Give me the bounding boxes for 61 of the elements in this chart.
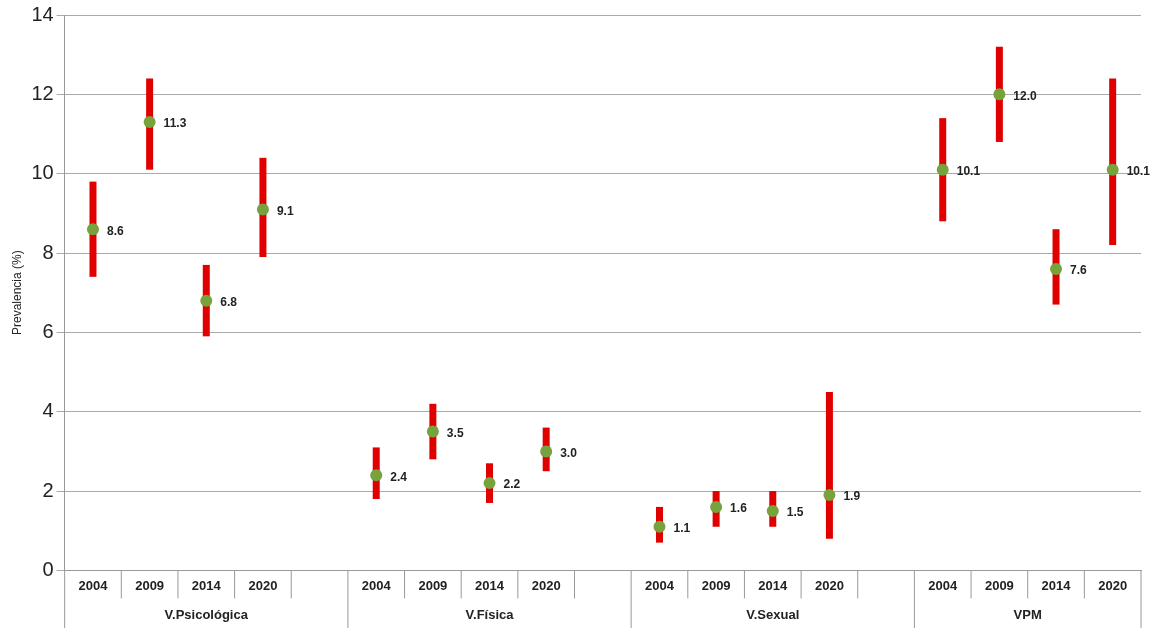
- x-tick-label: 2004: [78, 577, 109, 593]
- text: V.Física: [465, 606, 515, 622]
- point: [256, 203, 269, 216]
- point: [143, 116, 156, 129]
- point: [766, 504, 779, 517]
- data-label: 1.6: [730, 501, 748, 516]
- data-label: 6.8: [220, 294, 238, 309]
- point: [993, 88, 1006, 101]
- y-tick-label: 2: [42, 478, 54, 501]
- data-label: 9.1: [276, 203, 294, 218]
- data-label: 8.6: [106, 223, 124, 238]
- x-tick-label: 2014: [1041, 577, 1072, 593]
- point: [426, 425, 439, 438]
- point: [200, 294, 213, 307]
- point: [936, 163, 949, 176]
- text: VPM: [1013, 606, 1042, 622]
- data-label: 10.1: [1126, 164, 1151, 179]
- data-label: 3.0: [560, 445, 578, 460]
- x-tick-label: 2004: [361, 577, 392, 593]
- data-label: 11.3: [163, 116, 187, 131]
- text: V.Sexual: [746, 606, 800, 622]
- point: [540, 445, 553, 458]
- data-label: 10.1: [956, 164, 981, 179]
- data-label: 2.2: [503, 477, 521, 492]
- point: [653, 520, 666, 533]
- x-tick-label: 2009: [984, 577, 1014, 593]
- point: [1050, 262, 1063, 275]
- point: [1106, 163, 1119, 176]
- text: V.Psicológica: [164, 606, 249, 622]
- y-tick-label: 12: [31, 81, 54, 104]
- data-label: 7.6: [1070, 263, 1088, 278]
- x-tick-label: 2004: [928, 577, 958, 593]
- x-tick-label: 2020: [814, 577, 844, 593]
- data-label: 1.9: [843, 489, 861, 504]
- y-axis-title: Prevalencia (%): [9, 250, 24, 336]
- x-tick-label: 2004: [645, 577, 675, 593]
- y-tick-label: 4: [42, 399, 54, 422]
- x-tick-label: 2020: [531, 577, 561, 593]
- y-tick-label: 10: [31, 161, 54, 184]
- x-tick-label: 2009: [701, 577, 731, 593]
- x-tick-label: 2009: [418, 577, 448, 593]
- point: [823, 489, 836, 502]
- x-tick-label: 2009: [135, 577, 165, 593]
- point: [483, 477, 496, 490]
- y-tick-label: 0: [42, 557, 54, 580]
- x-tick-label: 2014: [475, 577, 505, 593]
- x-tick-label: 2020: [1098, 577, 1128, 593]
- y-tick-label: 8: [42, 240, 54, 263]
- y-tick-label: 6: [42, 319, 54, 342]
- y-tick-label: 14: [31, 2, 54, 25]
- data-label: 3.5: [446, 425, 464, 440]
- x-tick-label: 2014: [758, 577, 788, 593]
- data-label: 2.4: [390, 469, 408, 484]
- point: [370, 469, 383, 482]
- data-label: 12.0: [1013, 88, 1038, 103]
- data-label: 1.1: [673, 521, 691, 536]
- point: [86, 223, 99, 236]
- data-label: 1.5: [786, 505, 804, 520]
- x-tick-label: 2014: [191, 577, 222, 593]
- point: [710, 500, 723, 513]
- x-tick-label: 2020: [248, 577, 278, 593]
